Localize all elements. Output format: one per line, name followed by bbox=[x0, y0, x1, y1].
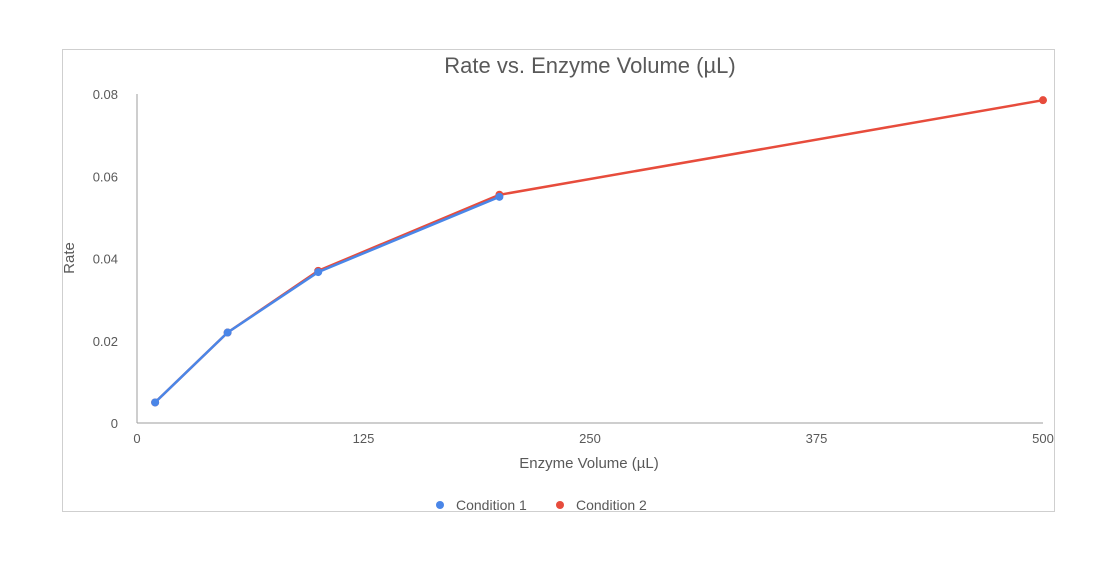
data-point bbox=[1039, 96, 1047, 105]
series-layer bbox=[151, 96, 1047, 407]
x-tick-label: 250 bbox=[579, 431, 601, 446]
data-point bbox=[495, 192, 504, 201]
legend: Condition 1 Condition 2 bbox=[436, 497, 647, 513]
series-line bbox=[154, 98, 1044, 404]
x-axis-title: Enzyme Volume (µL) bbox=[519, 455, 659, 472]
y-tick-label: 0.06 bbox=[93, 169, 118, 184]
x-tick-label: 125 bbox=[353, 431, 375, 446]
y-tick-label: 0.02 bbox=[93, 334, 118, 349]
data-point bbox=[314, 268, 323, 277]
y-tick-label: 0.08 bbox=[93, 87, 118, 102]
y-tick-label: 0.04 bbox=[93, 252, 118, 267]
chart-title: Rate vs. Enzyme Volume (µL) bbox=[444, 53, 735, 78]
chart-frame bbox=[62, 49, 1055, 512]
series-1 bbox=[151, 192, 504, 407]
data-point bbox=[223, 328, 232, 337]
x-tick-label: 375 bbox=[806, 431, 828, 446]
legend-marker bbox=[556, 501, 564, 509]
y-tick-label: 0 bbox=[111, 416, 118, 431]
y-axis-title: Rate bbox=[61, 242, 78, 274]
x-tick-label: 0 bbox=[133, 431, 140, 446]
series-2 bbox=[151, 96, 1047, 407]
series-line bbox=[154, 195, 500, 404]
legend-marker bbox=[436, 501, 444, 509]
axes: 0 125 250 375 500 0 0.02 0.04 0.06 0.08 bbox=[93, 87, 1054, 446]
data-point bbox=[151, 398, 160, 407]
legend-label: Condition 2 bbox=[576, 497, 647, 513]
x-tick-label: 500 bbox=[1032, 431, 1054, 446]
legend-label: Condition 1 bbox=[456, 497, 527, 513]
